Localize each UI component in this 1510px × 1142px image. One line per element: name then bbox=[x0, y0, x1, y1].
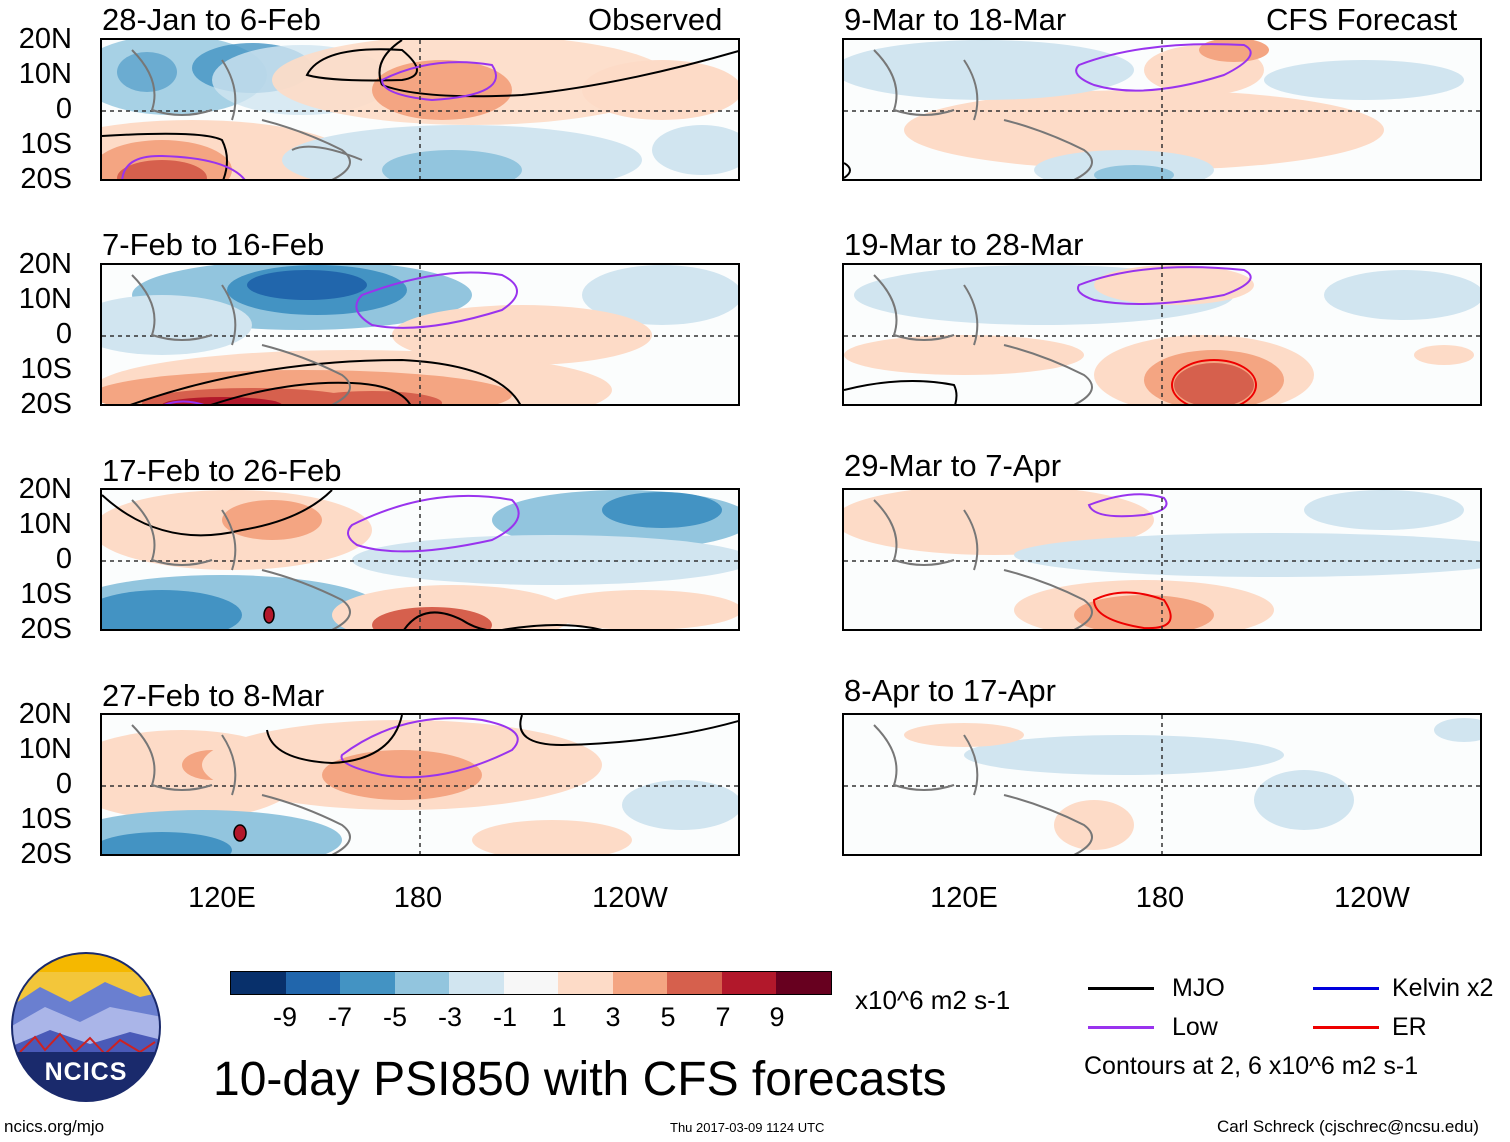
colorbar-tick: -9 bbox=[272, 1002, 297, 1032]
lat-label: 10N bbox=[18, 58, 72, 90]
ncics-logo: NCICS bbox=[10, 952, 162, 1102]
colorbar-tick: -3 bbox=[437, 1002, 462, 1032]
legend-low-line bbox=[1088, 1026, 1154, 1029]
lon-label-120w-right: 120W bbox=[1334, 882, 1410, 914]
lat-label: 10S bbox=[20, 578, 72, 610]
lat-label: 10N bbox=[18, 283, 72, 315]
colorbar-swatch bbox=[612, 972, 668, 994]
colorbar-units: x10^6 m2 s-1 bbox=[855, 985, 1011, 1015]
colorbar-swatch bbox=[503, 972, 559, 994]
legend-note: Contours at 2, 6 x10^6 m2 s-1 bbox=[1084, 1052, 1419, 1080]
footer-author: Carl Schreck (cjschrec@ncsu.edu) bbox=[1217, 1117, 1479, 1136]
map-panel-3 bbox=[100, 263, 740, 406]
panel-title-7: 27-Feb to 8-Mar bbox=[102, 678, 325, 713]
lat-label: 10N bbox=[18, 508, 72, 540]
legend-mjo-label: MJO bbox=[1172, 974, 1225, 1002]
colorbar-swatch bbox=[776, 972, 832, 994]
lat-label: 20S bbox=[20, 388, 72, 420]
colorbar-swatch bbox=[285, 972, 341, 994]
colorbar-swatch bbox=[558, 972, 613, 994]
ncics-logo-icon bbox=[11, 952, 161, 1102]
lat-label: 10S bbox=[20, 803, 72, 835]
colorbar-tick: 7 bbox=[715, 1002, 731, 1032]
footer-timestamp: Thu 2017-03-09 1124 UTC bbox=[670, 1120, 825, 1135]
lon-label-120w-left: 120W bbox=[592, 882, 668, 914]
lat-label: 10S bbox=[20, 128, 72, 160]
panel-title-2: 9-Mar to 18-Mar bbox=[844, 2, 1067, 37]
colorbar-tick: 5 bbox=[660, 1002, 676, 1032]
lat-label: 20S bbox=[20, 838, 72, 870]
panel-title-8: 8-Apr to 17-Apr bbox=[844, 673, 1056, 708]
lat-label: 20N bbox=[18, 473, 72, 505]
lat-label: 0 bbox=[55, 543, 72, 575]
colorbar-swatch bbox=[231, 972, 286, 994]
lat-label: 10N bbox=[18, 733, 72, 765]
legend-er-label: ER bbox=[1392, 1013, 1427, 1041]
colorbar bbox=[230, 971, 832, 995]
map-panel-7 bbox=[100, 713, 740, 856]
colorbar-tick: -7 bbox=[327, 1002, 352, 1032]
colorbar-swatch bbox=[449, 972, 504, 994]
lat-label: 20S bbox=[20, 163, 72, 195]
lat-label: 0 bbox=[55, 318, 72, 350]
lat-label: 20N bbox=[18, 23, 72, 55]
colorbar-swatch bbox=[340, 972, 395, 994]
map-panel-6 bbox=[842, 488, 1482, 631]
colorbar-tick: 9 bbox=[769, 1002, 785, 1032]
colorbar-swatch bbox=[394, 972, 450, 994]
figure-title: 10-day PSI850 with CFS forecasts bbox=[213, 1053, 947, 1106]
lat-label: 20N bbox=[18, 698, 72, 730]
lat-label: 0 bbox=[55, 768, 72, 800]
footer-url: ncics.org/mjo bbox=[4, 1117, 105, 1136]
panel-title-5: 17-Feb to 26-Feb bbox=[102, 453, 342, 488]
colorbar-swatch bbox=[721, 972, 777, 994]
colorbar-swatch bbox=[667, 972, 722, 994]
legend-mjo-line bbox=[1088, 987, 1154, 990]
colorbar-tick: 3 bbox=[605, 1002, 621, 1032]
panel-title-3: 7-Feb to 16-Feb bbox=[102, 227, 325, 262]
lat-label: 10S bbox=[20, 353, 72, 385]
panel-title-1: 28-Jan to 6-Feb bbox=[102, 2, 321, 37]
legend-er-line bbox=[1313, 1026, 1379, 1029]
map-panel-2 bbox=[842, 38, 1482, 181]
panel-tag-forecast: CFS Forecast bbox=[1266, 2, 1458, 37]
lat-label: 20N bbox=[18, 248, 72, 280]
panel-title-6: 29-Mar to 7-Apr bbox=[844, 448, 1062, 483]
legend-low-label: Low bbox=[1172, 1013, 1218, 1041]
panel-title-4: 19-Mar to 28-Mar bbox=[844, 227, 1084, 262]
lon-label-120e-left: 120E bbox=[188, 882, 256, 914]
colorbar-tick: -1 bbox=[492, 1002, 517, 1032]
colorbar-tick: -5 bbox=[382, 1002, 407, 1032]
map-panel-5 bbox=[100, 488, 740, 631]
map-panel-1 bbox=[100, 38, 740, 181]
lon-label-120e-right: 120E bbox=[930, 882, 998, 914]
logo-text: NCICS bbox=[44, 1058, 128, 1086]
colorbar-tick: 1 bbox=[551, 1002, 567, 1032]
map-panel-8 bbox=[842, 713, 1482, 856]
map-panel-4 bbox=[842, 263, 1482, 406]
lat-label: 20S bbox=[20, 613, 72, 645]
panel-tag-observed: Observed bbox=[588, 2, 723, 37]
lat-label: 0 bbox=[55, 93, 72, 125]
legend-kelvin-line bbox=[1313, 987, 1379, 990]
lon-label-180-right: 180 bbox=[1135, 882, 1185, 914]
legend-kelvin-label: Kelvin x2 bbox=[1392, 974, 1494, 1002]
lon-label-180-left: 180 bbox=[393, 882, 443, 914]
